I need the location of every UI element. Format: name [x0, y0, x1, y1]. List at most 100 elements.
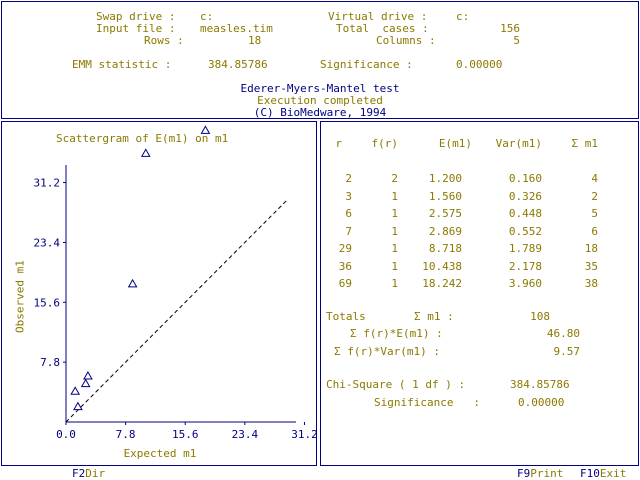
f2-dir-button[interactable]: F2Dir [72, 467, 105, 480]
chi-square-label: Chi-Square ( 1 df ) : [326, 378, 466, 391]
scatter-point [127, 278, 138, 288]
x-tick-label: 31.2 [291, 428, 318, 441]
header-panel [1, 1, 639, 119]
table-cell: 1.200 [428, 172, 462, 185]
table-cell: 2.869 [428, 224, 462, 238]
table-cell: 0.552 [508, 224, 542, 238]
totals-label: Totals [326, 310, 366, 323]
table-cell: 8.718 [428, 242, 462, 255]
table-cell: 0.160 [508, 172, 542, 185]
table-cell: 0.326 [508, 189, 542, 203]
significance-value: 0.00000 [456, 58, 503, 71]
table-cell: 1 [391, 224, 398, 238]
scatter-point [70, 386, 81, 395]
table-header-3: Var(m1) [495, 137, 542, 150]
table-cell: 2.178 [508, 259, 542, 273]
totals-sum-label: Σ m1 : [414, 310, 454, 323]
table-cell: 1 [391, 189, 398, 203]
table-cell: 2 [345, 172, 352, 185]
f10-exit-button[interactable]: F10Exit [580, 467, 626, 480]
scatter-point [73, 401, 83, 411]
y-tick-label: 7.8 [40, 356, 60, 369]
table-cell: 29 [338, 242, 352, 255]
table-cell: 18 [584, 242, 598, 255]
totals-fe-label: Σ f(r)*E(m1) : [350, 327, 443, 340]
x-tick-label: 23.4 [232, 428, 259, 441]
table-cell: 35 [584, 259, 598, 273]
table-cell: 3 [345, 189, 352, 203]
chart-title: Scattergram of E(m1) on m1 [56, 132, 229, 145]
input-file-label: Input file : [96, 22, 176, 35]
function-key-bar: F2Dir F9Print F10Exit [0, 466, 640, 480]
scatter-chart: 7.8 15.6 23.4 31.2 0.0 7.8 15.6 23.4 31.2 [34, 125, 318, 441]
x-axis-label: Expected m1 [123, 447, 197, 460]
x-tick-label: 0.0 [56, 428, 76, 441]
table-cell: 6 [591, 224, 598, 238]
table-cell: 36 [338, 259, 352, 273]
copyright: (C) BioMedware, 1994 [253, 106, 387, 119]
columns-value: 5 [513, 34, 520, 47]
table-cell: 4 [591, 172, 598, 185]
table-cell: 10.438 [422, 259, 462, 273]
table-cell: 1 [391, 207, 398, 220]
reference-line [65, 199, 288, 423]
table-panel [320, 121, 639, 466]
x-tick-label: 7.8 [116, 428, 136, 441]
y-axis-label: Observed m1 [13, 260, 27, 333]
swap-drive-label: Swap drive : [96, 10, 176, 23]
totals-fv-label: Σ f(r)*Var(m1) : [334, 345, 440, 358]
table-cell: 1 [391, 277, 398, 290]
total-cases-label: Total cases : [336, 22, 429, 35]
test-title: Ederer-Myers-Mantel test [240, 82, 400, 95]
table-cell: 38 [584, 277, 598, 290]
table-cell: 2 [591, 189, 598, 203]
f9-key: F9 [517, 467, 531, 480]
virtual-drive-label: Virtual drive : [328, 10, 428, 23]
table-cell: 3.960 [508, 277, 542, 290]
table-header-4: Σ m1 [571, 137, 599, 150]
table-cell: 1 [391, 242, 398, 255]
table-cell: 18.242 [422, 277, 462, 290]
f10-label: Exit [599, 467, 627, 480]
table-cell: 1.560 [428, 189, 462, 203]
f2-key: F2 [72, 467, 86, 480]
execution-status: Execution completed [257, 94, 383, 107]
table-cell: 2 [391, 172, 398, 185]
x-tick-label: 15.6 [172, 428, 199, 441]
table-header-0: r [335, 137, 342, 150]
table-cell: 7 [345, 224, 352, 238]
f9-print-button[interactable]: F9Print [517, 467, 563, 480]
totals-fv-value: 9.57 [553, 345, 581, 358]
swap-drive-value: c: [200, 10, 214, 23]
totals-fe-value: 46.80 [546, 327, 580, 340]
significance-label: Significance : [320, 58, 413, 71]
table-header-2: E(m1) [438, 137, 472, 150]
emm-statistic-label: EMM statistic : [72, 58, 172, 71]
chi-significance-label: Significance : [374, 396, 480, 409]
rows-value: 18 [248, 34, 262, 47]
scatter-point [140, 148, 151, 157]
input-file-value: measles.tim [200, 22, 273, 35]
virtual-drive-value: c: [456, 10, 470, 23]
scatter-point [83, 370, 93, 380]
table-cell: 0.448 [508, 207, 542, 220]
table-cell: 69 [338, 277, 352, 290]
chart-panel [1, 121, 317, 466]
f2-label: Dir [85, 467, 106, 480]
table-cell: 2.575 [428, 207, 462, 220]
table-cell: 1 [391, 259, 398, 273]
y-tick-label: 23.4 [34, 236, 61, 249]
scatter-point [80, 378, 91, 388]
rows-label: Rows : [144, 34, 184, 47]
chi-significance-value: 0.00000 [518, 396, 565, 409]
emm-statistic-value: 384.85786 [208, 58, 268, 71]
table-cell: 5 [591, 207, 598, 220]
scatter-point [200, 125, 211, 134]
y-tick-label: 15.6 [34, 296, 61, 309]
y-tick-label: 31.2 [34, 177, 61, 190]
total-cases-value: 156 [500, 22, 520, 35]
f10-key: F10 [580, 467, 600, 480]
chi-square-value: 384.85786 [510, 378, 570, 391]
table-cell: 6 [345, 207, 352, 220]
f9-label: Print [530, 467, 564, 480]
